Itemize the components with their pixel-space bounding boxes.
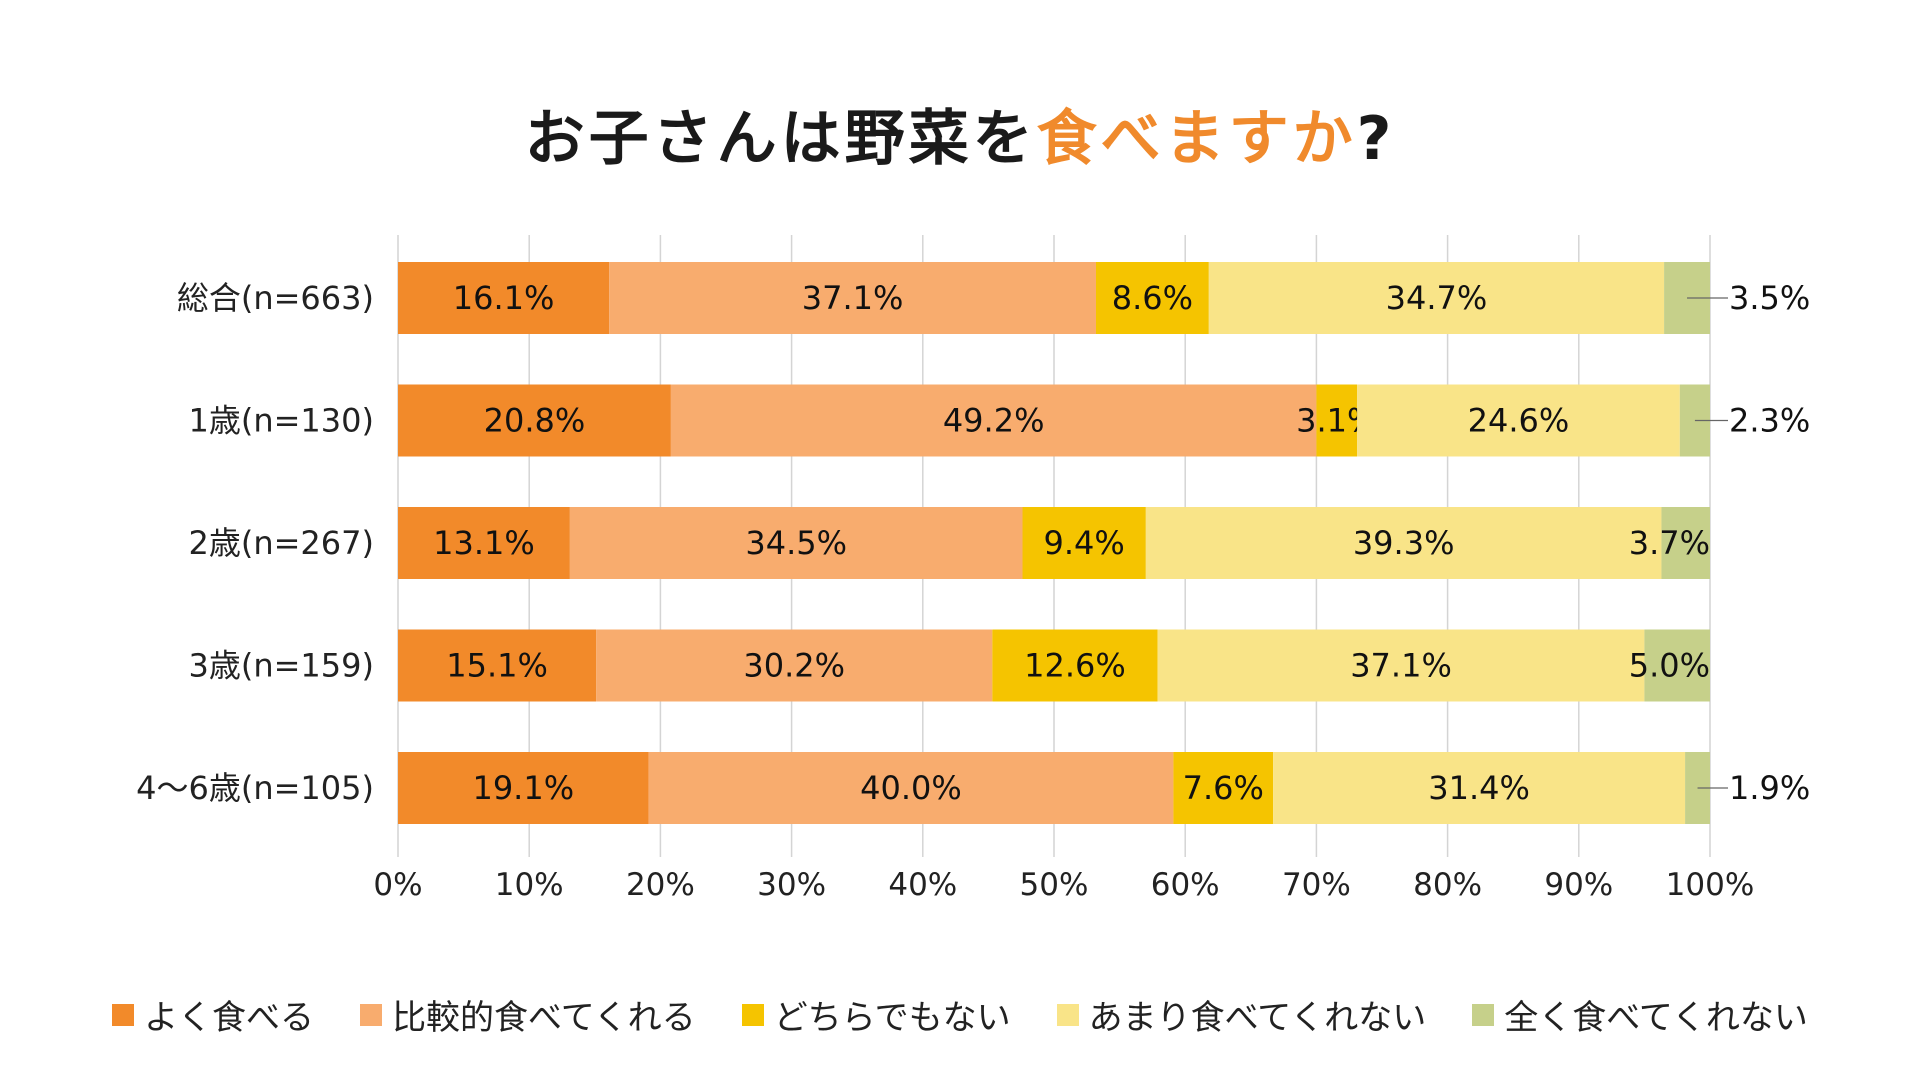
data-label: 9.4% xyxy=(1044,524,1125,562)
x-tick-label: 0% xyxy=(373,867,422,903)
title-end: ? xyxy=(1356,104,1396,174)
data-label: 16.1% xyxy=(453,279,555,317)
data-label: 40.0% xyxy=(860,769,962,807)
category-label: 3歳(n=159) xyxy=(188,647,374,685)
bar-segment xyxy=(398,507,570,579)
x-tick-label: 100% xyxy=(1666,867,1755,903)
data-label: 30.2% xyxy=(743,647,845,685)
title-accent: 食べますか xyxy=(1036,104,1357,174)
data-label: 5.0% xyxy=(1629,647,1710,685)
bar-segment xyxy=(670,384,1317,457)
bar-segment xyxy=(1661,507,1710,579)
data-label: 1.9% xyxy=(1729,769,1810,807)
data-label: 24.6% xyxy=(1468,402,1570,440)
legend-item: あまり食べてくれない xyxy=(1056,990,1427,1039)
x-tick-label: 60% xyxy=(1151,867,1220,903)
bar-segment xyxy=(398,752,649,824)
legend-swatch xyxy=(1472,1003,1495,1026)
category-label: 4〜6歳(n=105) xyxy=(136,769,374,807)
legend-item: よく食べる xyxy=(112,990,314,1039)
x-tick-label: 30% xyxy=(757,867,826,903)
bar-segment xyxy=(596,629,993,702)
bar-segment xyxy=(398,384,671,457)
legend-swatch xyxy=(741,1003,764,1026)
bar-segment xyxy=(1145,507,1662,579)
category-label: 2歳(n=267) xyxy=(188,524,374,562)
legend-label: 比較的食べてくれる xyxy=(392,998,696,1038)
legend: よく食べる 比較的食べてくれる どちらでもない あまり食べてくれない 全く食べてくれない xyxy=(0,990,1920,1039)
legend-label: 全く食べてくれない xyxy=(1504,998,1808,1038)
bar-segment xyxy=(648,752,1174,824)
data-label: 15.1% xyxy=(446,647,548,685)
x-tick-label: 40% xyxy=(888,867,957,903)
bar-segment xyxy=(1273,752,1686,824)
legend-swatch xyxy=(360,1003,383,1026)
data-label: 39.3% xyxy=(1353,524,1455,562)
data-label: 34.7% xyxy=(1386,279,1488,317)
data-label: 3.7% xyxy=(1629,524,1710,562)
title-main: お子さんは野菜を xyxy=(524,104,1037,174)
data-label: 2.3% xyxy=(1729,402,1810,440)
stacked-bar-chart: 0% 10% 20% 30% 40% 50% 60% 70% 80% 90% 100% 総合(n=66… xyxy=(136,235,1810,903)
data-label: 20.8% xyxy=(484,402,586,440)
data-label: 8.6% xyxy=(1112,279,1193,317)
bar-segment xyxy=(398,262,610,334)
bar-segment xyxy=(1357,384,1680,457)
legend-swatch xyxy=(112,1003,135,1026)
data-label: 7.6% xyxy=(1183,769,1264,807)
bar-segment xyxy=(992,629,1158,702)
legend-label: よく食べる xyxy=(144,998,315,1038)
data-label: 13.1% xyxy=(433,524,535,562)
x-tick-label: 80% xyxy=(1413,867,1482,903)
chart-title: お子さんは野菜を食べますか? xyxy=(0,90,1920,177)
bar-segment xyxy=(1157,629,1645,702)
legend-label: あまり食べてくれない xyxy=(1088,998,1427,1038)
bar-segment xyxy=(1173,752,1274,824)
data-label: 37.1% xyxy=(802,279,904,317)
bar-segment xyxy=(1095,262,1209,334)
bar-segment xyxy=(609,262,1096,334)
bar-segment xyxy=(1316,384,1358,457)
legend-label: どちらでもない xyxy=(773,998,1011,1038)
bar-segment xyxy=(1644,629,1710,702)
data-label: 12.6% xyxy=(1024,647,1126,685)
data-label: 37.1% xyxy=(1350,647,1452,685)
category-label: 1歳(n=130) xyxy=(188,402,374,440)
legend-swatch xyxy=(1056,1003,1079,1026)
x-tick-label: 70% xyxy=(1282,867,1351,903)
data-label: 3.5% xyxy=(1729,279,1810,317)
x-tick-label: 90% xyxy=(1544,867,1613,903)
legend-item: 全く食べてくれない xyxy=(1472,990,1808,1039)
x-tick-label: 50% xyxy=(1020,867,1089,903)
data-label: 34.5% xyxy=(745,524,847,562)
legend-item: どちらでもない xyxy=(741,990,1011,1039)
bar-segment xyxy=(1022,507,1146,579)
category-label: 総合(n=663) xyxy=(177,279,374,317)
data-label: 31.4% xyxy=(1428,769,1530,807)
x-tick-label: 10% xyxy=(495,867,564,903)
data-label: 49.2% xyxy=(943,402,1045,440)
data-label: 19.1% xyxy=(472,769,574,807)
bar-segment xyxy=(398,629,597,702)
bar-segment xyxy=(1208,262,1665,334)
bar-segment xyxy=(569,507,1023,579)
legend-item: 比較的食べてくれる xyxy=(360,990,696,1039)
x-tick-label: 20% xyxy=(626,867,695,903)
